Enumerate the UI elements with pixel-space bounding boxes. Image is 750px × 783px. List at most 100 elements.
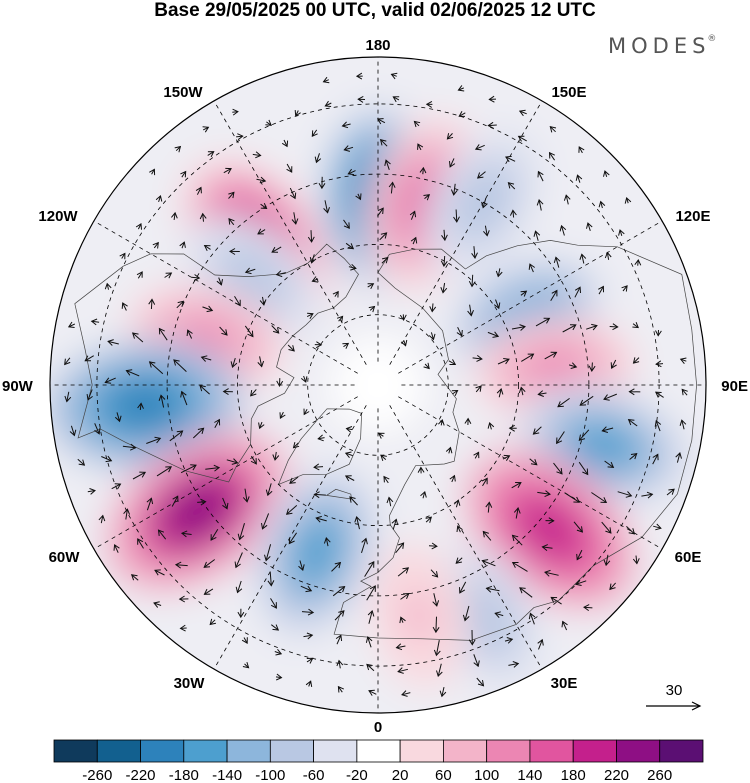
wind-vector	[324, 200, 329, 213]
wind-vector-head	[532, 428, 540, 435]
wind-vector	[325, 537, 329, 547]
wind-vector-head	[503, 358, 510, 365]
wind-vector	[400, 593, 410, 600]
colorbar-swatch	[140, 739, 185, 763]
wind-vector-head	[446, 133, 454, 140]
wind-vector-head	[624, 196, 632, 204]
wind-vector-head	[563, 194, 571, 201]
coastline	[277, 408, 362, 486]
wind-vector	[187, 329, 193, 339]
lon-label-180: 180	[365, 37, 390, 54]
wind-vector	[512, 210, 515, 218]
wind-vector	[338, 660, 341, 669]
wind-vector	[562, 324, 577, 333]
colorbar-tick-label: -220	[125, 767, 155, 783]
wind-vector	[489, 422, 492, 430]
wind-vector-head	[199, 384, 206, 392]
wind-vector-head	[402, 567, 410, 574]
wind-vector-head	[291, 218, 299, 225]
wind-vector-head	[485, 501, 493, 508]
wind-vector-head	[605, 527, 612, 534]
wind-vector-head	[172, 495, 179, 503]
lon-label-30w: 30W	[174, 675, 206, 692]
wind-vector	[577, 175, 581, 183]
wind-vector-head	[445, 446, 453, 454]
wind-vector-head	[481, 559, 489, 566]
wind-vector	[574, 286, 581, 298]
wind-vector-head	[549, 126, 557, 133]
wind-vector	[106, 283, 109, 290]
wind-vector	[455, 209, 458, 222]
wind-vector	[535, 231, 539, 241]
wind-vector	[158, 529, 167, 540]
wind-vector	[602, 427, 614, 432]
wind-vector	[383, 476, 389, 484]
wind-vector-head	[471, 252, 478, 259]
wind-vector	[226, 459, 238, 464]
wind-vector-head	[114, 483, 122, 490]
wind-vector-head	[495, 270, 503, 278]
colorbar-tick-label: 100	[474, 767, 499, 783]
wind-vector	[443, 255, 446, 267]
wind-vector-head	[367, 609, 375, 617]
wind-vector	[262, 513, 270, 529]
wind-vector-head	[347, 243, 355, 250]
wind-vector-head	[265, 489, 273, 497]
wind-vector-head	[574, 579, 582, 586]
wind-vector-head	[402, 592, 410, 599]
wind-vector-head	[377, 207, 384, 215]
wind-vector	[424, 363, 430, 369]
wind-vector-head	[468, 280, 476, 288]
wind-vector	[122, 302, 127, 311]
wind-vector-head	[628, 388, 635, 396]
wind-vector-head	[257, 228, 264, 235]
wind-vector-head	[473, 660, 480, 668]
wind-vector-head	[289, 477, 296, 484]
wind-vector	[331, 562, 341, 572]
wind-vector	[310, 230, 313, 242]
wind-vector	[202, 213, 204, 222]
wind-vector	[348, 170, 356, 175]
wind-vector-head	[158, 394, 166, 401]
wind-vector-head	[646, 491, 654, 499]
wind-vector-head	[195, 186, 202, 194]
wind-vector-head	[496, 388, 504, 395]
wind-vector	[591, 362, 593, 372]
wind-vector	[511, 482, 522, 489]
wind-vector-head	[397, 542, 405, 549]
wind-vector-head	[439, 690, 447, 698]
wind-vector	[303, 408, 308, 415]
wind-vector	[111, 483, 121, 490]
wind-vector-head	[456, 329, 463, 337]
wind-vector-head	[98, 514, 106, 522]
wind-vector	[300, 585, 312, 592]
wind-vector-head	[64, 358, 71, 366]
wind-vector	[70, 425, 75, 436]
polar-cap	[331, 338, 425, 432]
wind-vector	[447, 133, 453, 140]
wind-vector	[553, 462, 563, 475]
wind-vector-head	[193, 274, 201, 281]
meridian-line	[93, 396, 358, 550]
wind-vector-head	[400, 339, 408, 347]
wind-vector	[455, 500, 459, 508]
wind-vector-head	[154, 569, 161, 576]
colorbar-swatch	[399, 739, 444, 763]
wind-vector	[153, 242, 159, 249]
map-boundary	[49, 56, 707, 714]
wind-vector	[393, 96, 400, 101]
wind-vector	[357, 193, 361, 200]
wind-vector-head	[178, 595, 186, 603]
wind-vector	[289, 476, 299, 484]
wind-vector	[653, 525, 662, 529]
wind-vector	[472, 357, 482, 360]
wind-vector	[274, 451, 277, 460]
wind-vector	[237, 580, 242, 593]
wind-vector-head	[377, 432, 385, 439]
wind-vector-head	[89, 488, 96, 495]
registered-mark: ®	[707, 34, 717, 44]
wind-vector-head	[388, 181, 396, 188]
wind-vector-head	[197, 427, 205, 435]
wind-vector-head	[177, 300, 185, 308]
